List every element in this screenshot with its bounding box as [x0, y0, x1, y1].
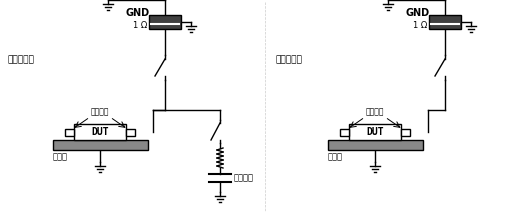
Bar [328, 140, 422, 150]
Bar [126, 128, 135, 135]
Text: GND: GND [405, 8, 429, 18]
Bar [65, 128, 74, 135]
Text: 1 Ω: 1 Ω [413, 22, 427, 30]
Text: GND: GND [125, 8, 149, 18]
Text: DUT: DUT [91, 127, 109, 137]
Bar [340, 128, 349, 135]
Bar [349, 124, 401, 140]
Text: 充电板: 充电板 [52, 152, 67, 161]
Text: 直接充电法: 直接充电法 [8, 55, 35, 64]
Text: 高压电源: 高压电源 [234, 174, 254, 183]
Text: 引脚向上: 引脚向上 [366, 107, 384, 116]
Text: 1 Ω: 1 Ω [132, 22, 147, 30]
Bar [401, 128, 410, 135]
Text: 感应充电法: 感应充电法 [275, 55, 302, 64]
Text: DUT: DUT [366, 127, 384, 137]
Bar [74, 124, 126, 140]
Bar [149, 15, 181, 29]
Bar [52, 140, 147, 150]
Bar [429, 15, 461, 29]
Text: 充电板: 充电板 [328, 152, 342, 161]
Text: 引脚向上: 引脚向上 [91, 107, 109, 116]
